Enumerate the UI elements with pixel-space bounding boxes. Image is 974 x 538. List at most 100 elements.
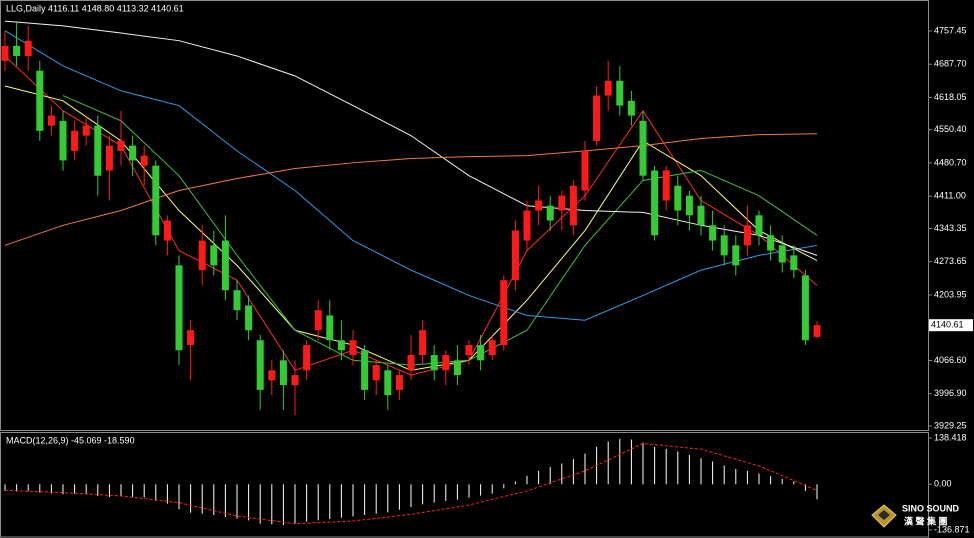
logo-inner: [878, 510, 890, 520]
candle-body: [140, 155, 148, 166]
candle-body: [500, 280, 508, 346]
y-tick-label: 4343.35: [934, 223, 967, 233]
candle-body: [778, 245, 786, 263]
candle-body: [221, 240, 229, 291]
chart-title: LLG,Daily 4116.11 4148.80 4113.32 4140.6…: [6, 3, 184, 13]
candle-body: [361, 350, 369, 390]
candle-body: [790, 255, 798, 271]
candle-body: [129, 145, 137, 161]
y-tick-label: 4550.40: [934, 124, 967, 134]
last-price-label: 4140.61: [931, 320, 964, 330]
candle-body: [256, 340, 264, 390]
candle-body: [593, 95, 601, 141]
candle-body: [419, 330, 427, 356]
candle-body: [187, 330, 195, 346]
candle-body: [152, 165, 160, 236]
candle-body: [36, 70, 44, 131]
candle-body: [210, 245, 218, 266]
candle-body: [627, 100, 635, 116]
candle-body: [13, 45, 21, 56]
brand-chinese: 漢 聲 集 團: [904, 515, 948, 526]
line: [4, 133, 818, 246]
candle-body: [581, 150, 589, 191]
candle-body: [314, 310, 322, 331]
candle-body: [198, 240, 206, 271]
candle-body: [720, 235, 728, 256]
candle-body: [697, 205, 705, 226]
candle-body: [105, 145, 113, 171]
candle-body: [639, 120, 647, 176]
candle-body: [175, 265, 183, 351]
y-tick-label: 4066.60: [934, 355, 967, 365]
candle-body: [755, 215, 763, 236]
candle-body: [535, 200, 543, 211]
candle-body: [488, 340, 496, 356]
candle-body: [71, 130, 79, 151]
y-tick-label: 4687.70: [934, 59, 967, 69]
candle-body: [546, 205, 554, 221]
candle-body: [268, 370, 276, 381]
candle-body: [685, 195, 693, 216]
line: [4, 20, 818, 256]
y-tick-label: -136.871: [934, 524, 970, 534]
y-tick-label: 3929.25: [934, 420, 967, 430]
y-tick-label: 0.00: [934, 479, 952, 489]
candle-body: [662, 170, 670, 201]
candle-body: [82, 125, 90, 136]
y-tick-label: 4203.95: [934, 289, 967, 299]
candle-body: [291, 375, 299, 386]
candle-body: [558, 195, 566, 211]
candle-body: [453, 360, 461, 376]
candle-body: [407, 355, 415, 371]
macd-title: MACD(12,26,9) -45.069 -18.590: [6, 435, 135, 445]
candle-body: [395, 375, 403, 390]
candle-body: [651, 170, 659, 236]
brand-name: SINO SOUND: [902, 503, 960, 513]
candle-body: [616, 80, 624, 106]
y-tick-label: 4273.65: [934, 256, 967, 266]
candle-body: [384, 370, 392, 396]
candle-body: [117, 140, 125, 151]
candle-body: [813, 325, 821, 337]
candle-body: [94, 125, 102, 176]
candle-body: [743, 225, 751, 246]
candle-body: [303, 345, 311, 371]
candle-body: [732, 245, 740, 266]
candle-body: [709, 225, 717, 241]
y-tick-label: 3996.90: [934, 388, 967, 398]
candle-body: [245, 305, 253, 331]
candle-body: [279, 360, 287, 386]
candle-body: [767, 235, 775, 251]
candle-body: [674, 185, 682, 211]
candle-body: [163, 220, 171, 241]
y-tick-label: 4618.05: [934, 92, 967, 102]
candle-body: [326, 315, 334, 341]
candle-body: [233, 290, 241, 311]
y-tick-label: 138.418: [934, 432, 967, 442]
main-frame: [0, 0, 929, 431]
candle-body: [1, 45, 9, 61]
line: [4, 30, 818, 321]
candle-body: [569, 185, 577, 226]
candle-body: [349, 340, 357, 356]
candle-body: [24, 40, 32, 56]
candle-body: [477, 345, 485, 361]
candle-body: [604, 80, 612, 96]
watermark: SINO SOUND 漢 聲 集 團: [871, 503, 960, 528]
y-tick-label: 4757.45: [934, 25, 967, 35]
candle-body: [47, 115, 55, 126]
candle-body: [465, 345, 473, 356]
candle-body: [511, 230, 519, 281]
candle-body: [337, 340, 345, 351]
candle-body: [59, 120, 67, 161]
candle-body: [523, 210, 531, 241]
y-tick-label: 4480.70: [934, 157, 967, 167]
line: [4, 442, 818, 525]
candle-body: [442, 355, 450, 371]
candle-body: [372, 365, 380, 381]
y-tick-label: 4411.00: [934, 191, 966, 201]
last-price-box: [929, 319, 973, 332]
